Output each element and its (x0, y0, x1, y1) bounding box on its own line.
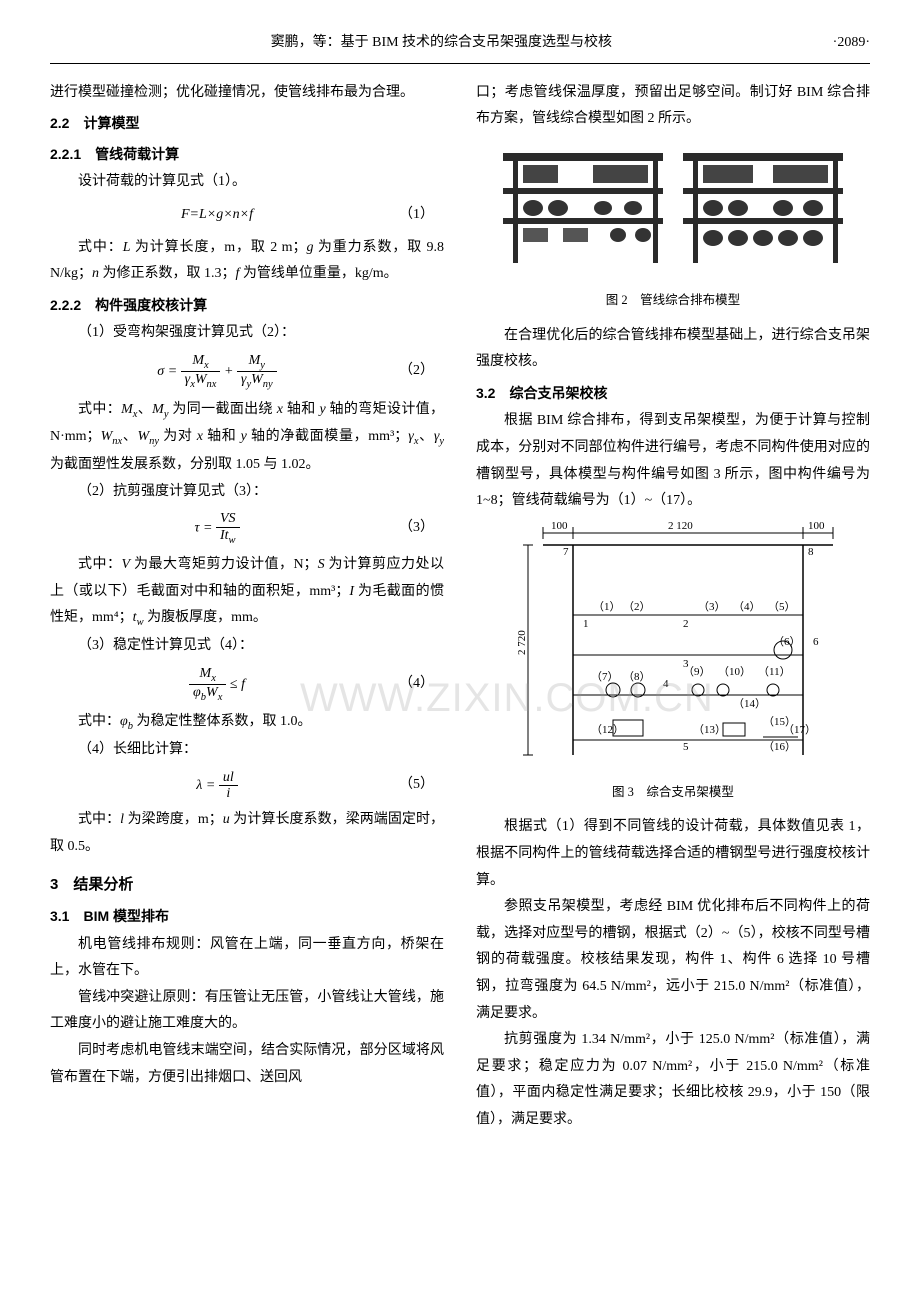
left-column: 进行模型碰撞检测；优化碰撞情况，使管线排布最为合理。 2.2 计算模型 2.2.… (50, 80, 444, 1134)
formula: σ = MxγxWnx + MyγyWny (50, 353, 384, 391)
para: 根据式（1）得到不同管线的设计荷载，具体数值见表 1，根据不同构件上的管线荷载选… (476, 814, 870, 894)
para: 式中：φb 为稳定性整体系数，取 1.0。 (50, 709, 444, 737)
eq-number: （1） (384, 202, 444, 229)
para: 式中：L 为计算长度，m，取 2 m；g 为重力系数，取 9.8 N/kg；n … (50, 235, 444, 288)
equation-4: MxφbWx ≤ f （4） (50, 666, 444, 704)
formula: τ = VSItw (50, 511, 384, 546)
para: （2）抗剪强度计算见式（3）： (50, 479, 444, 506)
svg-text:2 720: 2 720 (516, 629, 528, 654)
para: 机电管线排布规则：风管在上端，同一垂直方向，桥架在上，水管在下。 (50, 932, 444, 985)
formula: F=L×g×n×f (50, 202, 384, 229)
para: （3）稳定性计算见式（4）： (50, 633, 444, 660)
equation-2: σ = MxγxWnx + MyγyWny （2） (50, 353, 444, 391)
para: 式中：l 为梁跨度，m；u 为计算长度系数，梁两端固定时，取 0.5。 (50, 807, 444, 860)
eq-number: （2） (384, 358, 444, 385)
svg-text:2: 2 (683, 618, 689, 630)
equation-5: λ = uli （5） (50, 770, 444, 802)
para: 式中：V 为最大弯矩剪力设计值，N；S 为计算剪应力处以上（或以下）毛截面对中和… (50, 552, 444, 633)
svg-text:6: 6 (813, 636, 819, 648)
heading-3: 3 结果分析 (50, 871, 444, 900)
running-header: 窦鹏，等：基于 BIM 技术的综合支吊架强度选型与校核 ·2089· (50, 30, 870, 64)
eq-number: （3） (384, 515, 444, 542)
svg-text:5: 5 (683, 741, 689, 753)
svg-text:（16）: （16） (763, 740, 796, 753)
svg-text:4: 4 (663, 678, 669, 690)
para: 在合理优化后的综合管线排布模型基础上，进行综合支吊架强度校核。 (476, 323, 870, 376)
header-title: 窦鹏，等：基于 BIM 技术的综合支吊架强度选型与校核 (50, 30, 833, 57)
para: 管线冲突避让原则：有压管让无压管，小管线让大管线，施工难度小的避让施工难度大的。 (50, 985, 444, 1038)
svg-text:（9）: （9） (683, 665, 711, 678)
svg-text:（11）: （11） (758, 665, 791, 678)
para: （4）长细比计算： (50, 737, 444, 764)
page-number: ·2089· (833, 30, 870, 57)
para: 设计荷载的计算见式（1）。 (50, 169, 444, 196)
svg-text:100: 100 (808, 520, 825, 532)
svg-text:（2）: （2） (623, 600, 651, 613)
figure-3-caption: 图 3 综合支吊架模型 (476, 781, 870, 805)
svg-text:（3）: （3） (698, 600, 726, 613)
svg-text:（1）: （1） (593, 600, 621, 613)
para: 抗剪强度为 1.34 N/mm²，小于 125.0 N/mm²（标准值），满足要… (476, 1027, 870, 1133)
para: 式中：Mx、My 为同一截面出绕 x 轴和 y 轴的弯矩设计值，N·mm；Wnx… (50, 397, 444, 479)
svg-text:（17）: （17） (783, 723, 816, 736)
svg-text:7: 7 (563, 546, 569, 558)
para: 同时考虑机电管线末端空间，结合实际情况，部分区域将风管布置在下端，方便引出排烟口… (50, 1038, 444, 1091)
svg-text:（12）: （12） (591, 723, 624, 736)
para: 参照支吊架模型，考虑经 BIM 优化排布后不同构件上的荷载，选择对应型号的槽钢，… (476, 894, 870, 1027)
svg-text:1: 1 (583, 618, 589, 630)
formula: MxφbWx ≤ f (50, 666, 384, 704)
equation-1: F=L×g×n×f （1） (50, 202, 444, 229)
figure-2 (476, 133, 870, 283)
svg-text:100: 100 (551, 520, 568, 532)
svg-text:（4）: （4） (733, 600, 761, 613)
para: （1）受弯构架强度计算见式（2）： (50, 320, 444, 347)
para: 口；考虑管线保温厚度，预留出足够空间。制订好 BIM 综合排布方案，管线综合模型… (476, 80, 870, 133)
para: 进行模型碰撞检测；优化碰撞情况，使管线排布最为合理。 (50, 80, 444, 107)
heading-3-1: 3.1 BIM 模型排布 (50, 903, 444, 930)
right-column: 口；考虑管线保温厚度，预留出足够空间。制订好 BIM 综合排布方案，管线综合模型… (476, 80, 870, 1134)
svg-text:（5）: （5） (768, 600, 796, 613)
equation-3: τ = VSItw （3） (50, 511, 444, 546)
para: 根据 BIM 综合排布，得到支吊架模型，为便于计算与控制成本，分别对不同部位构件… (476, 408, 870, 514)
heading-2-2-1: 2.2.1 管线荷载计算 (50, 141, 444, 168)
svg-text:（13）: （13） (693, 723, 726, 736)
eq-number: （4） (384, 671, 444, 698)
svg-text:8: 8 (808, 546, 814, 558)
figure-2-caption: 图 2 管线综合排布模型 (476, 289, 870, 313)
eq-number: （5） (384, 772, 444, 799)
formula: λ = uli (50, 770, 384, 802)
svg-text:（14）: （14） (733, 697, 766, 710)
svg-text:（8）: （8） (623, 670, 651, 683)
figure-3: 100 2 120 100 2 720 (476, 515, 870, 775)
heading-3-2: 3.2 综合支吊架校核 (476, 380, 870, 407)
svg-text:（10）: （10） (718, 665, 751, 678)
svg-text:（7）: （7） (591, 670, 619, 683)
heading-2-2-2: 2.2.2 构件强度校核计算 (50, 292, 444, 319)
svg-text:2 120: 2 120 (668, 520, 693, 532)
heading-2-2: 2.2 计算模型 (50, 110, 444, 137)
